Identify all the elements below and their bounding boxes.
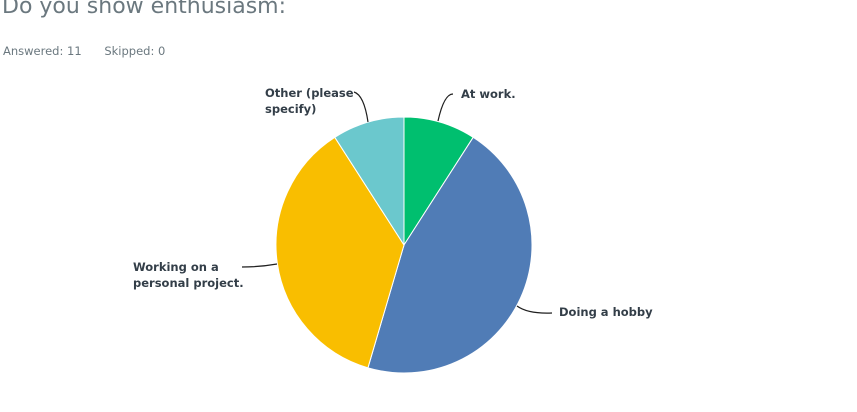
callout-line-other-please-specify bbox=[353, 91, 369, 123]
question-title: Do you show enthusiasm: bbox=[2, 0, 287, 19]
pie-slice-working-on-a-personal-project[interactable] bbox=[275, 136, 405, 369]
slice-label-other-please-specify: Other (please specify) bbox=[265, 86, 354, 116]
slice-label-at-work: At work. bbox=[461, 87, 516, 101]
slice-label-line: Doing a hobby bbox=[559, 305, 653, 319]
callout-line-doing-a-hobby bbox=[516, 305, 553, 314]
slice-label-line: personal project. bbox=[133, 276, 244, 290]
pie-slice-other-please-specify[interactable] bbox=[334, 116, 405, 247]
pie-slice-doing-a-hobby[interactable] bbox=[367, 136, 533, 374]
slice-label-line: specify) bbox=[265, 102, 316, 116]
slice-label-working-on-a-personal-project: Working on a personal project. bbox=[133, 260, 244, 290]
response-stats: Answered: 11 Skipped: 0 bbox=[3, 44, 165, 58]
callout-line-working-on-a-personal-project bbox=[241, 263, 278, 268]
skipped-count: Skipped: 0 bbox=[104, 44, 166, 58]
pie-slices bbox=[275, 116, 533, 374]
slice-label-line: Other (please bbox=[265, 86, 354, 100]
callout-line-at-work bbox=[437, 93, 454, 122]
slice-label-line: At work. bbox=[461, 87, 516, 101]
slice-label-doing-a-hobby: Doing a hobby bbox=[559, 305, 653, 319]
answered-count: Answered: 11 bbox=[3, 44, 82, 58]
slice-label-line: Working on a bbox=[133, 260, 219, 274]
